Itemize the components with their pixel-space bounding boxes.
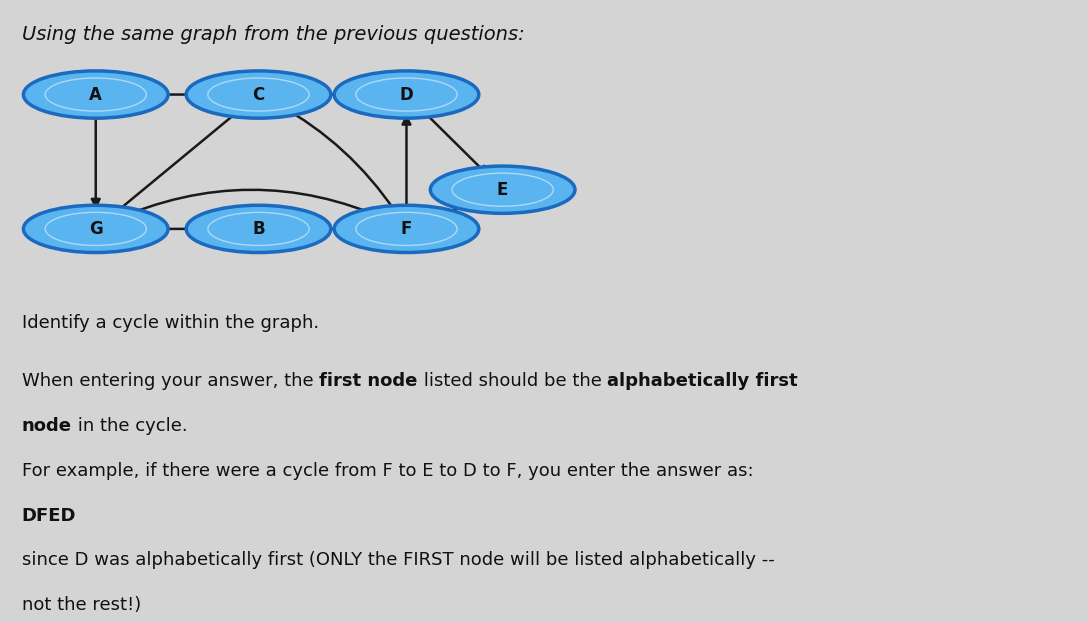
Ellipse shape	[431, 166, 574, 213]
FancyArrowPatch shape	[420, 108, 486, 174]
Text: not the rest!): not the rest!)	[22, 596, 141, 615]
FancyArrowPatch shape	[91, 114, 100, 207]
FancyArrowPatch shape	[277, 91, 384, 98]
Text: since D was alphabetically first (ONLY the FIRST node will be listed alphabetica: since D was alphabetically first (ONLY t…	[22, 552, 775, 570]
Text: alphabetically first: alphabetically first	[607, 373, 798, 391]
Text: D: D	[399, 86, 413, 103]
Ellipse shape	[334, 205, 479, 253]
Text: For example, if there were a cycle from F to E to D to F, you enter the answer a: For example, if there were a cycle from …	[22, 462, 753, 480]
Text: Identify a cycle within the graph.: Identify a cycle within the graph.	[22, 314, 319, 332]
Text: in the cycle.: in the cycle.	[72, 417, 187, 435]
Text: G: G	[89, 220, 102, 238]
FancyArrowPatch shape	[115, 225, 236, 233]
Ellipse shape	[186, 205, 331, 253]
Text: node: node	[22, 417, 72, 435]
Text: When entering your answer, the: When entering your answer, the	[22, 373, 319, 391]
Text: listed should be the: listed should be the	[418, 373, 607, 391]
Ellipse shape	[24, 205, 168, 253]
Text: first node: first node	[319, 373, 418, 391]
Ellipse shape	[334, 71, 479, 118]
Text: E: E	[497, 181, 508, 198]
FancyArrowPatch shape	[113, 190, 386, 221]
FancyArrowPatch shape	[424, 197, 482, 221]
FancyArrowPatch shape	[115, 91, 236, 98]
FancyArrowPatch shape	[111, 109, 242, 216]
Text: A: A	[89, 86, 102, 103]
FancyArrowPatch shape	[403, 117, 410, 210]
Text: F: F	[400, 220, 412, 238]
Text: B: B	[252, 220, 264, 238]
Ellipse shape	[24, 71, 168, 118]
Text: C: C	[252, 86, 264, 103]
Text: DFED: DFED	[22, 507, 76, 525]
Ellipse shape	[186, 71, 331, 118]
Text: Using the same graph from the previous questions:: Using the same graph from the previous q…	[22, 25, 524, 44]
FancyArrowPatch shape	[279, 104, 396, 213]
FancyArrowPatch shape	[281, 225, 387, 233]
